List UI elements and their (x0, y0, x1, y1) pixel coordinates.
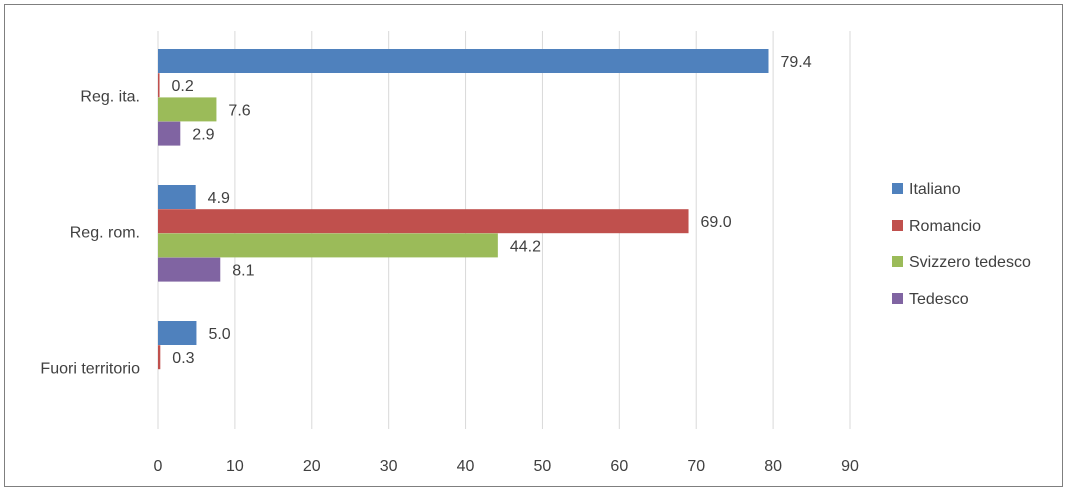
x-tick-label: 50 (534, 458, 552, 475)
bar (158, 321, 197, 345)
legend-swatch (892, 256, 903, 267)
data-label: 0.2 (172, 78, 194, 95)
bar-chart: 0 10 20 30 40 50 60 70 80 90 Reg. ita. 79.4 0.2 7.6 2.… (40, 31, 1031, 475)
data-label: 4.9 (208, 190, 230, 207)
legend-label: Svizzero tedesco (909, 254, 1031, 271)
legend-label: Italiano (909, 181, 961, 198)
data-label: 8.1 (232, 263, 254, 280)
x-tick-label: 0 (154, 458, 163, 475)
bar (158, 49, 769, 73)
category-label: Reg. rom. (70, 224, 140, 241)
legend-swatch (892, 220, 903, 231)
chart-frame: 0 10 20 30 40 50 60 70 80 90 Reg. ita. 79.4 0.2 7.6 2.… (4, 4, 1063, 487)
bar (158, 345, 161, 370)
data-label: 0.3 (172, 350, 194, 367)
category-label: Reg. ita. (80, 88, 140, 105)
x-tick-label: 20 (303, 458, 321, 475)
data-label: 79.4 (780, 54, 811, 71)
legend-label: Romancio (909, 218, 981, 235)
data-label: 2.9 (192, 127, 214, 144)
data-label: 44.2 (510, 238, 541, 255)
x-tick-label: 80 (764, 458, 782, 475)
data-label: 5.0 (208, 326, 230, 343)
x-tick-label: 60 (610, 458, 628, 475)
bar (158, 209, 689, 234)
x-tick-label: 10 (226, 458, 244, 475)
bar (158, 233, 498, 258)
category-label: Fuori territorio (40, 360, 140, 377)
data-label: 7.6 (228, 102, 250, 119)
legend-swatch (892, 183, 903, 194)
legend-swatch (892, 293, 903, 304)
data-label: 69.0 (701, 214, 732, 231)
bar (158, 97, 217, 122)
bar (158, 185, 196, 209)
bar (158, 257, 221, 282)
x-tick-label: 70 (687, 458, 705, 475)
bar (158, 121, 181, 146)
x-tick-label: 90 (841, 458, 859, 475)
bar (158, 73, 160, 98)
legend-label: Tedesco (909, 291, 969, 308)
x-tick-label: 40 (457, 458, 475, 475)
x-tick-label: 30 (380, 458, 398, 475)
